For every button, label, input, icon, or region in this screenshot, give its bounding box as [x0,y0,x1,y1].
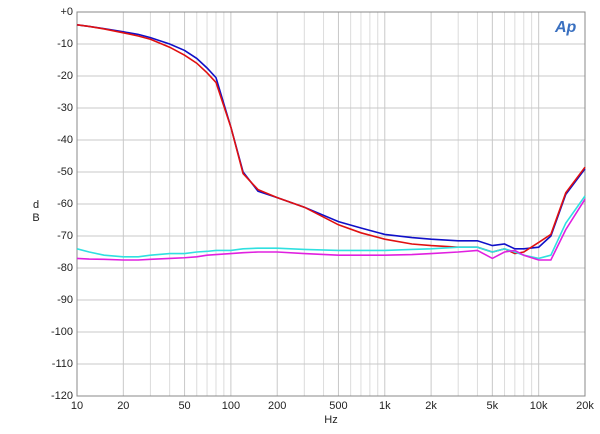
x-tick-label: 500 [329,400,347,412]
x-tick-label: 50 [178,400,190,412]
y-tick-label: -50 [57,166,73,178]
x-tick-label: 5k [487,400,499,412]
y-tick-label: -70 [57,230,73,242]
x-axis-label: Hz [324,414,337,426]
y-tick-label: -30 [57,102,73,114]
series-line [76,195,586,260]
x-tick-label: 200 [268,400,286,412]
y-tick-label: -10 [57,38,73,50]
series-line [76,198,586,261]
y-tick-label: -20 [57,70,73,82]
y-tick-label: -110 [52,358,73,370]
x-tick-label: 10 [71,400,83,412]
y-tick-label: -100 [51,326,73,338]
series-line [76,24,586,255]
x-tick-label: 10k [530,400,548,412]
y-tick-label: -60 [57,198,73,210]
x-tick-label: 2k [425,400,437,412]
plot-border [76,11,586,397]
x-tick-label: 20 [117,400,129,412]
y-tick-label: +0 [60,6,73,18]
x-tick-label: 20k [576,400,594,412]
y-tick-label: -40 [57,134,73,146]
x-tick-label: 1k [379,400,391,412]
y-tick-label: -90 [57,294,73,306]
y-tick-label: -120 [51,390,73,402]
y-tick-label: -80 [57,262,73,274]
x-tick-label: 100 [222,400,240,412]
logo: Ap [554,19,577,36]
